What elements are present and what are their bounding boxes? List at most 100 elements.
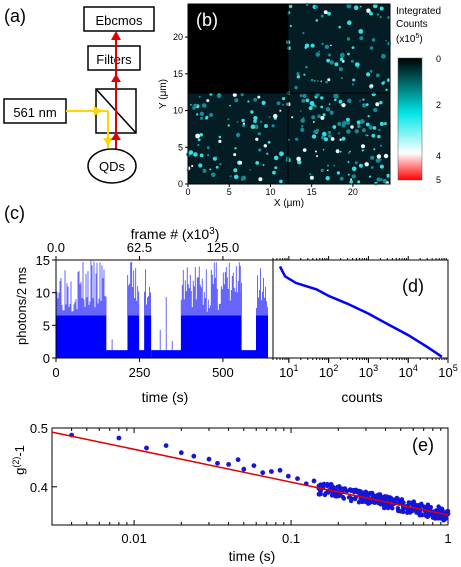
y-tick-label: 0 <box>43 351 50 366</box>
speckle <box>373 107 378 113</box>
data-point <box>317 491 322 496</box>
speckle <box>240 92 244 97</box>
data-point <box>333 493 338 498</box>
speckle <box>273 155 279 161</box>
speckle <box>379 164 384 169</box>
speckle <box>279 179 283 184</box>
speckle <box>314 150 317 153</box>
speckle <box>346 37 351 41</box>
speckle <box>364 162 369 167</box>
speckle <box>339 176 344 181</box>
speckle <box>383 153 389 159</box>
speckle <box>310 78 314 82</box>
optical-schematic: Ebcmos Filters 561 nm QDs <box>3 6 155 184</box>
speckle <box>366 8 371 13</box>
speckle <box>322 113 326 117</box>
x-tick-label: 103 <box>359 363 378 380</box>
timetrace-xlabel: time (s) <box>142 389 189 405</box>
speckle <box>253 115 258 121</box>
speckle <box>227 124 230 127</box>
histogram-curve <box>278 265 443 358</box>
speckle <box>334 98 337 102</box>
speckle <box>315 19 319 22</box>
speckle <box>247 100 250 103</box>
speckle <box>353 5 359 10</box>
data-point <box>163 443 169 448</box>
speckle <box>254 124 259 130</box>
speckle <box>302 117 305 120</box>
speckle <box>311 134 317 139</box>
speckle <box>351 166 357 172</box>
y-tick-label: 5 <box>178 142 183 152</box>
speckle <box>282 97 286 101</box>
speckle <box>317 114 321 118</box>
y-tick-label: 0.5 <box>30 421 48 436</box>
speckle <box>368 175 372 178</box>
speckle <box>381 53 386 59</box>
speckle <box>202 103 207 108</box>
speckle <box>198 163 203 168</box>
speckle <box>322 148 325 151</box>
speckle <box>197 138 201 142</box>
speckle <box>218 139 222 143</box>
data-point <box>428 505 433 511</box>
timetrace-ylabel: photons/2 ms <box>14 266 29 345</box>
data-point <box>445 511 451 517</box>
speckle <box>255 161 260 165</box>
data-point <box>311 478 317 484</box>
speckle <box>195 133 200 139</box>
data-point <box>415 504 420 509</box>
y-tick-label: 0.4 <box>30 480 48 495</box>
data-point <box>325 481 330 487</box>
speckle <box>359 36 364 41</box>
speckle <box>199 133 203 137</box>
speckle <box>335 149 340 154</box>
panel-cd-figure: frame # (x103) 0 5 10 15 0 250 500 0.0 62.5 125.0… <box>14 226 458 405</box>
data-point <box>191 453 197 459</box>
colorbar-unit: (x105) <box>396 33 423 45</box>
speckle <box>313 129 318 134</box>
panel-label-d: (d) <box>402 276 424 296</box>
speckle <box>341 136 346 141</box>
x-tick-label: 102 <box>319 363 338 380</box>
top-x-tick-label: 62.5 <box>127 240 152 255</box>
data-point <box>346 495 352 500</box>
speckle <box>330 44 332 47</box>
speckle <box>325 80 329 84</box>
speckle <box>255 137 259 141</box>
data-point <box>206 456 212 462</box>
off-state-band <box>106 350 128 358</box>
y-tick-label: 15 <box>36 253 50 268</box>
speckle <box>370 155 375 160</box>
excitation-down-arrow-icon <box>103 138 113 146</box>
speckle <box>330 137 335 141</box>
speckle <box>320 14 324 18</box>
speckle <box>382 178 387 184</box>
data-point <box>178 450 184 456</box>
fit-line <box>51 431 449 516</box>
off-state-band <box>138 350 145 358</box>
speckle <box>288 4 293 9</box>
data-point <box>116 435 122 441</box>
speckle <box>337 122 342 126</box>
speckle <box>253 119 257 123</box>
speckle <box>266 152 269 155</box>
speckle <box>329 60 334 65</box>
speckle <box>242 124 246 128</box>
speckle <box>253 97 257 102</box>
filters-label: Filters <box>96 52 132 67</box>
speckle <box>373 3 378 9</box>
speckle <box>259 120 263 124</box>
speckle <box>305 65 308 69</box>
speckle <box>276 101 281 106</box>
heatmap-frame <box>187 3 391 185</box>
speckle <box>316 155 318 158</box>
speckle <box>296 156 301 162</box>
speckle <box>337 132 340 135</box>
y-tick-label: 10 <box>36 286 50 301</box>
speckle <box>202 168 207 173</box>
speckle <box>370 166 374 169</box>
x-tick-label: 20 <box>348 187 358 197</box>
speckle <box>209 168 212 171</box>
laser-box <box>3 98 67 124</box>
